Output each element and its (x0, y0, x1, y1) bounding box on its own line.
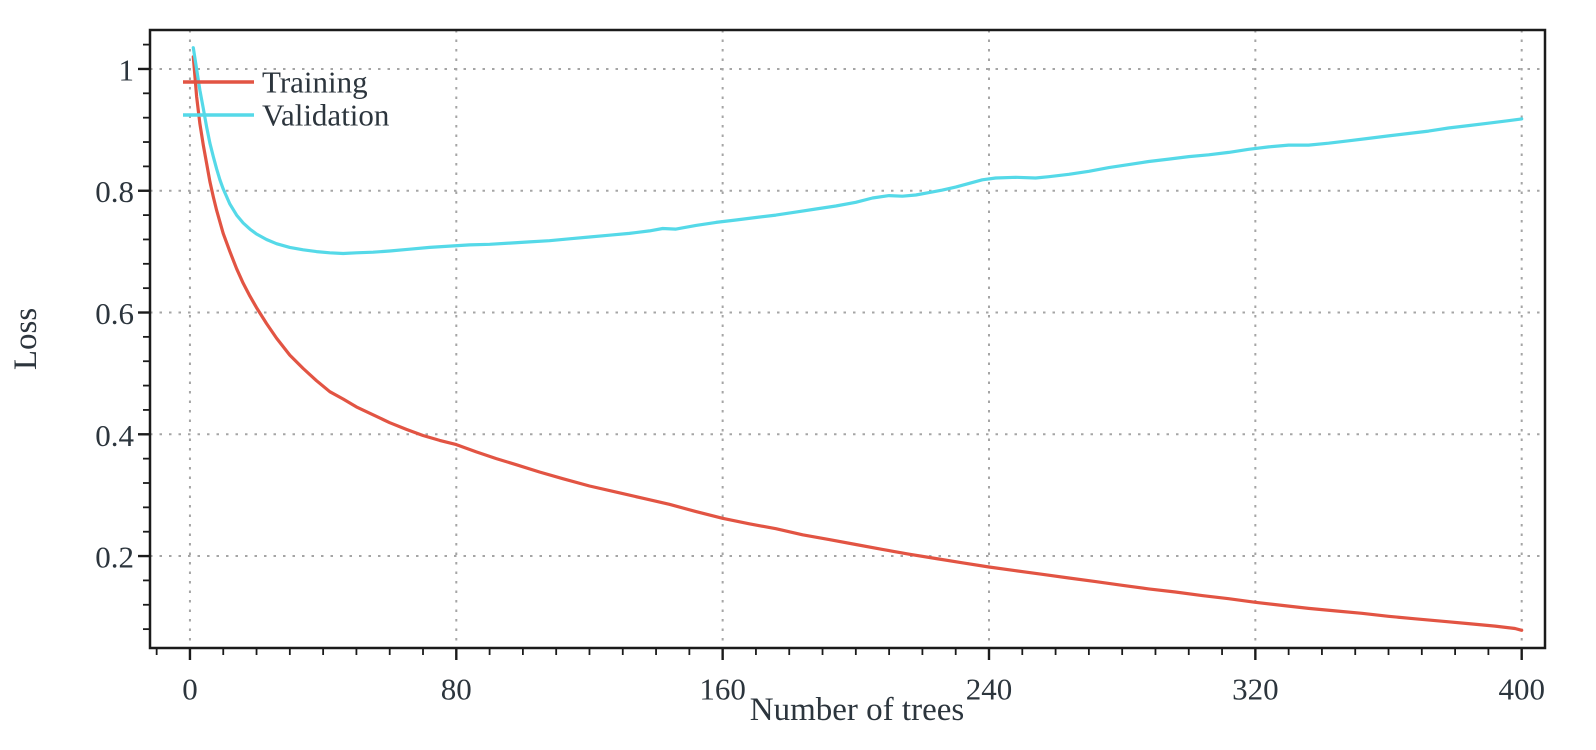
x-tick-label: 320 (1232, 672, 1279, 707)
x-axis-title: Number of trees (750, 692, 964, 728)
training-curve (191, 55, 1524, 632)
y-axis-tick-labels: 0.2 0.4 0.6 0.8 1 (95, 52, 134, 574)
legend: Training Validation (183, 65, 390, 133)
validation-curve (191, 46, 1524, 256)
y-tick-label: 1 (119, 52, 135, 87)
plot-frame (148, 28, 1547, 650)
x-tick-label: 0 (182, 672, 198, 707)
legend-label-validation: Validation (262, 98, 390, 133)
y-tick-label: 0.8 (95, 174, 134, 209)
x-tick-label: 240 (966, 672, 1013, 707)
legend-entry-validation: Validation (183, 98, 390, 133)
curves (191, 46, 1524, 632)
y-axis-title: Loss (8, 308, 44, 370)
legend-label-training: Training (262, 65, 368, 100)
x-tick-label: 80 (441, 672, 472, 707)
x-tick-label: 160 (699, 672, 746, 707)
y-tick-label: 0.4 (95, 418, 134, 453)
y-tick-label: 0.2 (95, 540, 134, 575)
y-axis-ticks (138, 43, 150, 631)
x-axis-tick-labels: 0 80 160 240 320 400 (182, 672, 1545, 707)
gridlines (150, 30, 1545, 648)
y-tick-label: 0.6 (95, 296, 134, 331)
x-axis-ticks (155, 648, 1523, 660)
legend-entry-training: Training (183, 65, 368, 100)
x-tick-label: 400 (1498, 672, 1545, 707)
